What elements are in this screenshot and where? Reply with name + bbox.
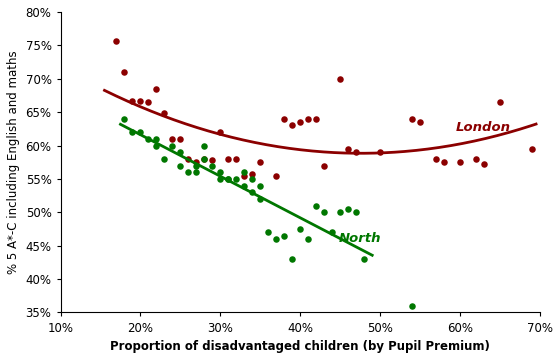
Point — [336, 210, 345, 215]
Point — [120, 69, 129, 75]
Point — [184, 156, 193, 162]
Point — [240, 183, 249, 189]
Text: London: London — [456, 121, 511, 134]
Point — [192, 159, 201, 165]
Point — [160, 156, 169, 162]
Point — [416, 119, 424, 125]
Point — [176, 149, 185, 155]
Point — [248, 176, 257, 182]
Point — [168, 143, 177, 148]
Point — [336, 76, 345, 82]
Point — [440, 159, 449, 165]
Point — [160, 111, 169, 116]
Point — [184, 169, 193, 175]
Point — [256, 159, 265, 165]
Point — [408, 116, 417, 122]
Point — [320, 210, 329, 215]
Point — [152, 143, 161, 148]
Point — [192, 169, 201, 175]
Point — [232, 176, 241, 182]
Point — [224, 176, 233, 182]
Point — [496, 99, 505, 105]
Point — [288, 123, 297, 129]
Point — [240, 173, 249, 179]
Point — [264, 229, 273, 235]
Point — [312, 203, 321, 208]
Point — [120, 116, 129, 122]
Point — [472, 156, 480, 162]
Point — [192, 163, 201, 168]
Point — [328, 229, 337, 235]
Point — [136, 98, 145, 104]
Point — [152, 86, 161, 92]
Point — [312, 116, 321, 122]
Point — [304, 116, 313, 122]
Point — [344, 206, 353, 212]
Point — [152, 136, 161, 142]
Point — [256, 183, 265, 189]
Point — [208, 157, 217, 163]
Point — [320, 163, 329, 168]
Point — [352, 149, 361, 155]
Point — [144, 136, 153, 142]
Point — [352, 210, 361, 215]
Point — [360, 256, 368, 262]
Text: North: North — [339, 232, 381, 246]
Point — [216, 129, 225, 135]
Point — [280, 116, 289, 122]
Point — [216, 176, 225, 182]
Point — [200, 156, 209, 162]
Point — [176, 163, 185, 168]
Point — [176, 136, 185, 142]
Point — [200, 156, 209, 162]
Point — [144, 99, 153, 105]
Point — [200, 143, 209, 148]
Y-axis label: % 5 A*-C including English and maths: % 5 A*-C including English and maths — [7, 50, 20, 274]
Point — [280, 233, 289, 239]
Point — [288, 256, 297, 262]
Point — [256, 196, 265, 202]
Point — [432, 156, 441, 162]
Point — [272, 236, 281, 242]
Point — [479, 161, 488, 167]
Point — [456, 159, 465, 165]
Point — [528, 146, 536, 152]
Point — [224, 156, 233, 162]
Point — [272, 173, 281, 179]
Point — [248, 189, 257, 195]
Point — [224, 176, 233, 182]
Point — [112, 38, 121, 44]
Point — [232, 156, 241, 162]
X-axis label: Proportion of disadvantaged children (by Pupil Premium): Proportion of disadvantaged children (by… — [110, 340, 490, 353]
Point — [136, 129, 145, 135]
Point — [296, 226, 305, 232]
Point — [376, 149, 385, 155]
Point — [240, 169, 249, 175]
Point — [408, 303, 417, 309]
Point — [248, 171, 257, 176]
Point — [168, 136, 177, 142]
Point — [128, 99, 137, 104]
Point — [344, 146, 353, 152]
Point — [216, 169, 225, 175]
Point — [128, 129, 137, 135]
Point — [296, 119, 305, 125]
Point — [304, 236, 313, 242]
Point — [208, 163, 217, 168]
